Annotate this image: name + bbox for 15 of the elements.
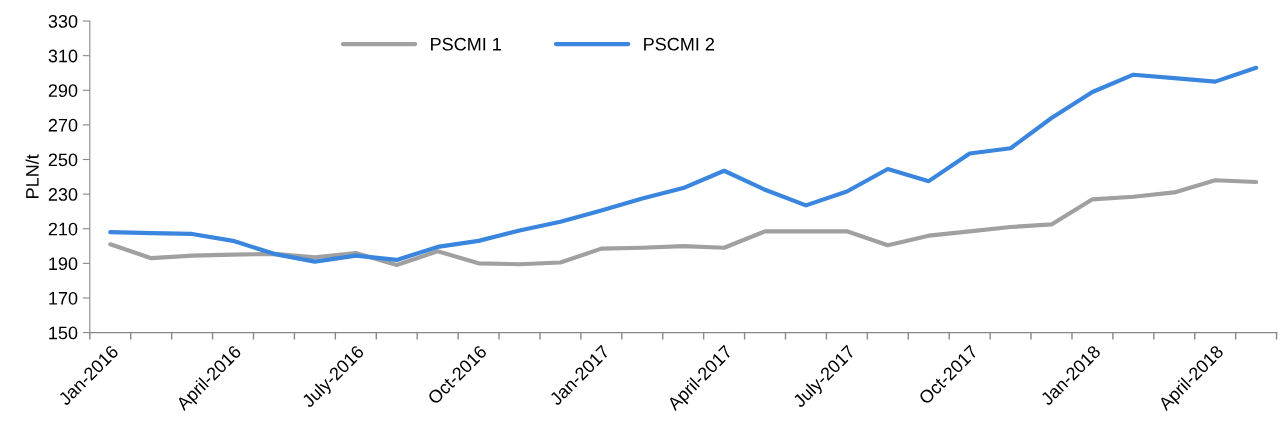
y-axis-title: PLN/t [25,154,39,198]
y-tick-label: 250 [48,153,78,167]
y-tick-label: 290 [48,84,78,97]
line-series [108,178,1259,268]
legend-label: PSCMI 1 [431,37,501,51]
y-tick-label: 330 [48,14,78,28]
y-tick-label: 310 [48,49,78,63]
y-tick-label: 170 [49,291,78,305]
legend-label: PSCMI 2 [644,37,714,51]
y-tick-label: 270 [48,118,78,132]
y-tick-label: 150 [49,326,78,340]
line-series [108,65,1259,264]
y-tick-label: 190 [49,257,78,271]
y-tick-label: 230 [48,188,78,201]
y-tick-label: 210 [48,222,78,236]
